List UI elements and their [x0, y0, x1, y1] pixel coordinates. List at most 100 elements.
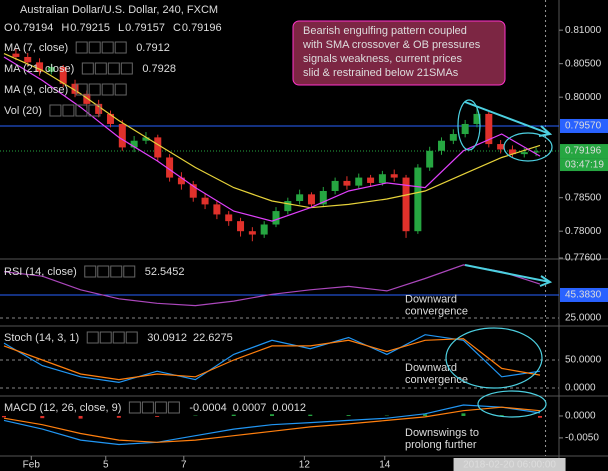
- header-text: 0.0007: [233, 402, 267, 414]
- indicator-icon[interactable]: [75, 41, 88, 54]
- price-label: 0.79196: [565, 146, 602, 157]
- indicator-icon[interactable]: [141, 401, 154, 414]
- price-label: 0.79570: [565, 121, 602, 132]
- indicator-icon[interactable]: [97, 265, 110, 278]
- candle-body: [213, 204, 221, 215]
- candle-body: [296, 194, 304, 202]
- indicator-icon[interactable]: [123, 265, 136, 278]
- price-label-bg: [560, 144, 608, 159]
- header-text: H: [61, 22, 69, 34]
- candle-body: [237, 221, 245, 232]
- candle-body: [260, 224, 268, 235]
- indicator-icon[interactable]: [88, 83, 101, 96]
- histogram-bar: [308, 414, 313, 416]
- header-text: L: [118, 22, 124, 34]
- indicator-icon[interactable]: [114, 41, 127, 54]
- x-tick-label: 5: [103, 460, 109, 471]
- candle-body: [343, 180, 351, 186]
- candle-body: [24, 56, 32, 63]
- candle-body: [36, 62, 44, 72]
- annotation-text: signals weakness, current prices: [303, 53, 462, 65]
- indicator-icon[interactable]: [88, 41, 101, 54]
- candle-body: [284, 201, 292, 212]
- candle-body: [201, 197, 209, 205]
- header-bg: [0, 0, 360, 20]
- candle-body: [130, 140, 138, 148]
- candle-body: [47, 67, 55, 72]
- indicator-icon[interactable]: [88, 104, 101, 117]
- annotation-text: convergence: [405, 306, 468, 318]
- indicator-icon[interactable]: [120, 62, 133, 75]
- indicator-icon[interactable]: [75, 104, 88, 117]
- indicator-icon[interactable]: [107, 62, 120, 75]
- candle-body: [508, 149, 516, 155]
- indicator-icon[interactable]: [128, 401, 141, 414]
- header-text: 30.0912: [147, 332, 187, 344]
- ellipse: [503, 132, 553, 162]
- indicator-icon[interactable]: [101, 41, 114, 54]
- indicator-icon[interactable]: [62, 104, 75, 117]
- countdown: 03:47:19: [565, 160, 604, 171]
- annotation-text: prolong further: [405, 439, 477, 451]
- y-tick-label: 0.78000: [565, 226, 602, 237]
- y-tick-label: 0.78500: [565, 192, 602, 203]
- candle-body: [248, 231, 256, 235]
- price-label: 45.3830: [565, 290, 602, 301]
- indicator-icon[interactable]: [86, 331, 99, 344]
- histogram-bar: [231, 414, 236, 416]
- candle-body: [414, 167, 422, 232]
- x-tick-label: 7: [181, 460, 187, 471]
- indicator-icon[interactable]: [125, 331, 138, 344]
- countdown-bg: [560, 158, 608, 172]
- header-text: -0.0004: [189, 402, 226, 414]
- header-text: 52.5452: [145, 266, 185, 278]
- indicator-icon[interactable]: [154, 401, 167, 414]
- histogram-bar: [423, 414, 428, 416]
- annotation-text: Bearish engulfing pattern coupled: [303, 25, 467, 37]
- header-text: 0.79194: [14, 22, 54, 34]
- price-label-bg: [560, 287, 608, 302]
- annotation-text: Downswings to: [405, 427, 479, 439]
- candle-body: [95, 103, 103, 114]
- header-text: 0.7928: [142, 63, 176, 75]
- arrow: [464, 264, 551, 283]
- indicator-icon[interactable]: [114, 83, 127, 96]
- candle-body: [307, 194, 315, 205]
- arrow-head: [539, 275, 553, 287]
- candle-body: [485, 113, 493, 145]
- header-text: MACD (12, 26, close, 9): [4, 402, 121, 414]
- header-text: O: [4, 22, 13, 34]
- chart-title: Australian Dollar/U.S. Dollar, 240, FXCM: [20, 4, 218, 16]
- annotation-text: with SMA crossover & OB pressures: [302, 39, 481, 51]
- candle-body: [331, 180, 339, 191]
- header-text: Stoch (14, 3, 1): [4, 332, 79, 344]
- candle-body: [59, 67, 67, 84]
- y-tick-label: 25.0000: [565, 313, 602, 324]
- candle-body: [225, 214, 233, 222]
- header-text: C: [173, 22, 181, 34]
- cursor-label-bg: [453, 458, 566, 471]
- indicator-icon[interactable]: [110, 265, 123, 278]
- indicator-icon[interactable]: [94, 62, 107, 75]
- y-tick-label: -0.0050: [565, 433, 599, 444]
- ellipse: [477, 390, 547, 418]
- indicator-icon[interactable]: [84, 265, 97, 278]
- candle-body: [166, 157, 174, 178]
- indicator-icon[interactable]: [167, 401, 180, 414]
- y-tick-label: 0.0000: [565, 411, 596, 422]
- indicator-icon[interactable]: [49, 104, 62, 117]
- y-tick-label: 0.81000: [565, 25, 602, 36]
- histogram-bar: [116, 415, 121, 418]
- indicator-icon[interactable]: [75, 83, 88, 96]
- header-text: MA (9, close): [4, 84, 68, 96]
- indicator-icon[interactable]: [99, 331, 112, 344]
- header-text: RSI (14, close): [4, 266, 77, 278]
- indicator-icon[interactable]: [112, 331, 125, 344]
- indicator-icon[interactable]: [101, 83, 114, 96]
- candle-body: [461, 123, 469, 135]
- header-text: 0.79215: [70, 22, 110, 34]
- indicator-icon[interactable]: [81, 62, 94, 75]
- indicator-line: [3, 404, 541, 446]
